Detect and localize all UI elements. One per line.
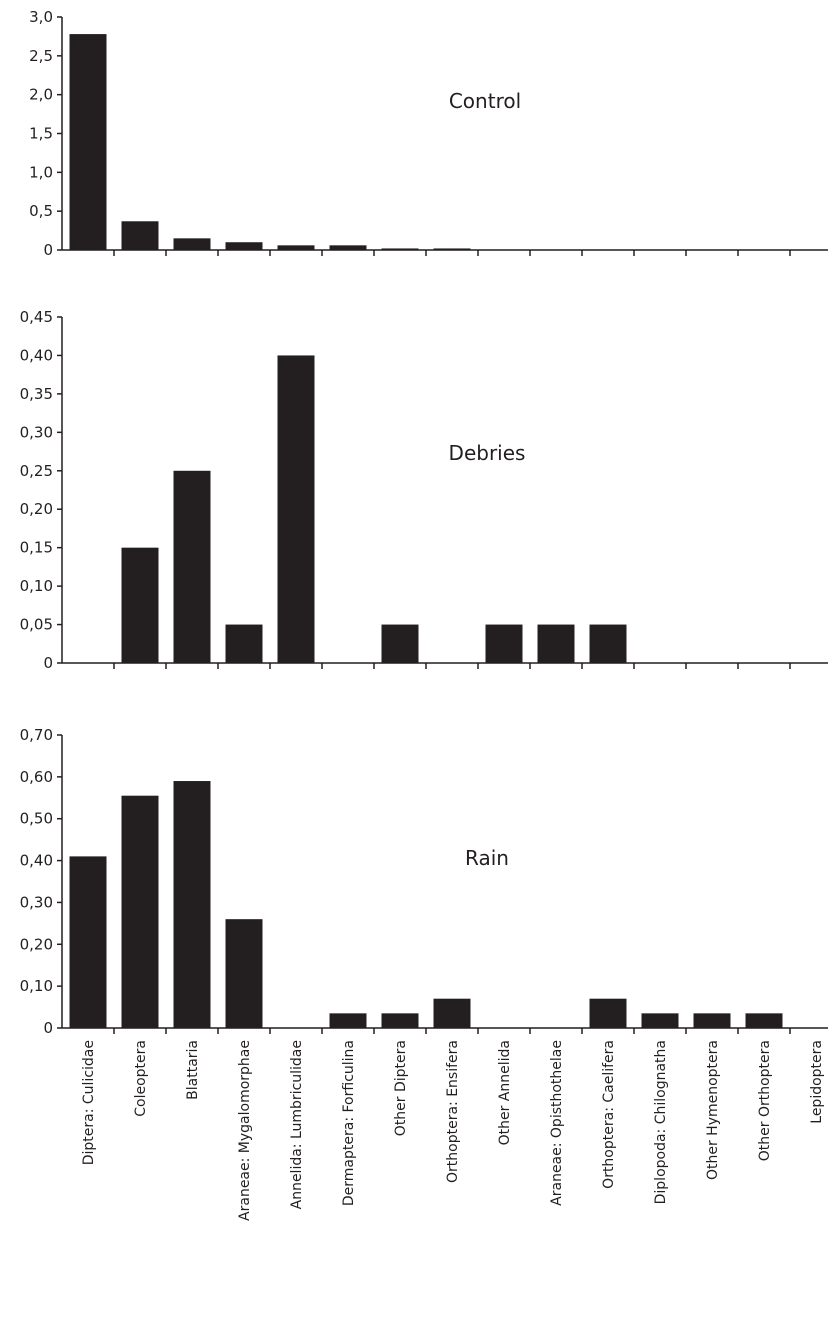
category-label: Dermaptera: Forficulina	[341, 1040, 357, 1206]
bar-8	[485, 624, 523, 663]
y-tick-label: 0	[43, 654, 53, 672]
chart-panel-0: 0 0,5 1,0 1,5 2,0 2,5 3,0 Control	[29, 8, 828, 259]
category-label: Other Hymenoptera	[705, 1040, 721, 1180]
bar-0	[69, 34, 107, 250]
bar-10	[589, 624, 627, 663]
category-label: Orthoptera: Caelifera	[601, 1040, 617, 1189]
bar-12	[693, 1013, 731, 1028]
y-tick-label: 0,60	[20, 768, 53, 786]
category-label: Orthoptera: Ensifera	[445, 1040, 461, 1183]
bar-1	[121, 221, 159, 250]
bar-7	[433, 998, 471, 1028]
category-label: Araneae: Opisthothelae	[549, 1040, 565, 1206]
category-label: Blattaria	[185, 1040, 201, 1100]
chart-panel-2: 0 0,10 0,20 0,30 0,40 0,50 0,60 0,70 Rain Diptera…	[20, 726, 828, 1221]
chart-panel-1: 0 0,05 0,10 0,15 0,20 0,25 0,30 0,35 0,40 0,45 Deb…	[20, 308, 828, 672]
y-tick-label: 0,5	[29, 202, 53, 220]
y-tick-label: 0,40	[20, 346, 53, 364]
y-tick-label: 1,5	[29, 125, 53, 143]
category-label: Coleoptera	[133, 1040, 149, 1117]
category-label: Araneae: Mygalomorphae	[237, 1040, 253, 1221]
y-tick-label: 0,45	[20, 308, 53, 326]
y-tick-label: 3,0	[29, 8, 53, 26]
y-tick-label: 0	[43, 241, 53, 259]
bar-4	[277, 355, 315, 663]
category-label: Other Annelida	[497, 1040, 513, 1145]
y-tick-label: 2,0	[29, 86, 53, 104]
bar-2	[173, 238, 211, 250]
bar-9	[537, 624, 575, 663]
y-tick-label: 0,30	[20, 893, 53, 911]
y-tick-label: 0,40	[20, 852, 53, 870]
bar-3	[225, 242, 263, 250]
category-label: Other Diptera	[393, 1040, 409, 1136]
y-tick-label: 0,35	[20, 385, 53, 403]
y-tick-label: 0,30	[20, 423, 53, 441]
category-label: Diptera: Culicidae	[81, 1040, 97, 1165]
y-tick-label: 0,10	[20, 577, 53, 595]
bar-10	[589, 998, 627, 1028]
y-tick-label: 0,25	[20, 462, 53, 480]
category-label: Diplopoda: Chilognatha	[653, 1040, 669, 1204]
bar-3	[225, 624, 263, 663]
y-tick-label: 0	[43, 1019, 53, 1037]
y-tick-label: 0,20	[20, 500, 53, 518]
bar-4	[277, 245, 315, 250]
category-label: Other Orthoptera	[757, 1040, 773, 1161]
y-tick-label: 0,10	[20, 977, 53, 995]
panel-title: Debries	[449, 441, 526, 465]
bar-11	[641, 1013, 679, 1028]
bar-13	[745, 1013, 783, 1028]
bar-6	[381, 624, 419, 663]
bar-0	[69, 856, 107, 1028]
bar-6	[381, 1013, 419, 1028]
y-tick-label: 0,15	[20, 539, 53, 557]
y-tick-label: 2,5	[29, 47, 53, 65]
bar-1	[121, 547, 159, 663]
bar-2	[173, 470, 211, 663]
bar-5	[329, 1013, 367, 1028]
bar-5	[329, 245, 367, 250]
y-tick-label: 0,05	[20, 616, 53, 634]
y-tick-label: 0,70	[20, 726, 53, 744]
category-label: Lepidoptera	[809, 1040, 825, 1124]
bar-6	[381, 248, 419, 250]
bar-1	[121, 795, 159, 1028]
panel-title: Rain	[465, 846, 509, 870]
y-tick-label: 0,50	[20, 810, 53, 828]
bar-2	[173, 781, 211, 1028]
bar-7	[433, 248, 471, 250]
y-tick-label: 0,20	[20, 935, 53, 953]
bar-3	[225, 919, 263, 1028]
panel-title: Control	[449, 89, 521, 113]
category-label: Annelida: Lumbriculidae	[289, 1040, 305, 1209]
y-tick-label: 1,0	[29, 163, 53, 181]
